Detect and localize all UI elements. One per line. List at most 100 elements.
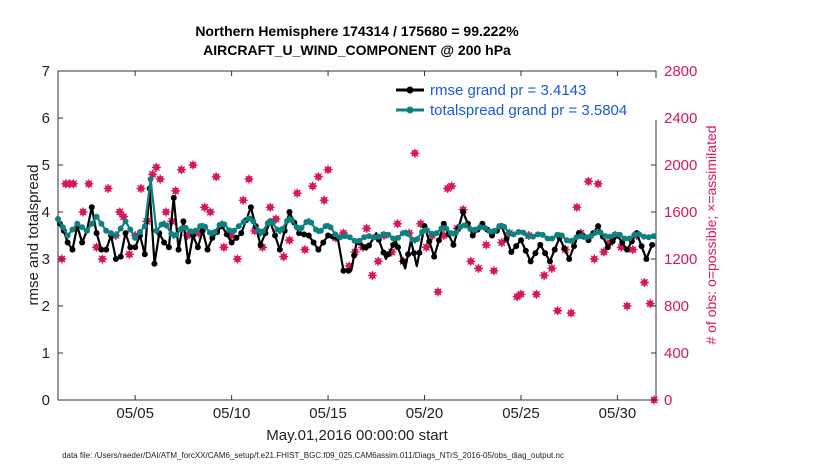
totalspread-point [448, 230, 455, 237]
rmse-point [98, 246, 105, 253]
y2-tick-label: 2400 [664, 110, 697, 127]
obs-marker [410, 148, 420, 158]
obs-marker [211, 172, 221, 182]
totalspread-point [443, 225, 450, 232]
totalspread-point [544, 235, 551, 242]
obs-marker [639, 278, 649, 287]
totalspread-point [308, 219, 315, 226]
rmse-point [194, 244, 201, 251]
totalspread-point [264, 220, 271, 227]
legend-spread-text: totalspread grand pr = 3.5804 [430, 102, 627, 119]
totalspread-point [284, 217, 291, 224]
rmse-point [93, 230, 100, 237]
y-tick-label: 2 [42, 298, 50, 315]
totalspread-point [351, 237, 358, 244]
rmse-point [609, 238, 616, 245]
totalspread-point [549, 235, 556, 242]
totalspread-point [621, 235, 628, 242]
totalspread-point [568, 237, 575, 244]
obs-marker [547, 263, 557, 273]
totalspread-point [216, 221, 223, 228]
series-layer [55, 176, 657, 274]
x-tick-label: 05/25 [502, 405, 540, 422]
rmse-point [361, 244, 368, 251]
totalspread-point [409, 236, 416, 243]
totalspread-point [98, 220, 105, 227]
totalspread-point [93, 213, 100, 220]
totalspread-point [136, 228, 143, 235]
y-axis-label: rmse and totalspread [25, 165, 42, 306]
obs-marker [589, 254, 599, 264]
obs-marker [188, 160, 198, 170]
y-tick-label: 5 [42, 157, 50, 174]
totalspread-point [298, 224, 305, 231]
rmse-point [394, 244, 401, 251]
rmse-point [624, 246, 631, 253]
obs-marker [308, 181, 318, 191]
rmse-point [161, 239, 168, 246]
rmse-point [503, 236, 510, 243]
obs-marker [124, 249, 134, 259]
rmse-point [310, 239, 317, 246]
rmse-point [450, 241, 457, 248]
obs-marker [566, 308, 576, 318]
y-tick-label: 1 [42, 345, 50, 362]
x-tick-label: 05/20 [406, 405, 444, 422]
totalspread-point [88, 220, 95, 227]
y2-tick-label: 1200 [664, 251, 697, 268]
rmse-point [132, 244, 139, 251]
y2-tick-label: 0 [664, 392, 672, 409]
obs-marker [68, 179, 78, 189]
totalspread-point [122, 218, 129, 225]
totalspread-point [578, 233, 585, 240]
rmse-point [527, 258, 534, 265]
totalspread-point [177, 226, 184, 233]
obs-marker [279, 252, 289, 262]
totalspread-point [211, 228, 218, 235]
obs-marker [300, 245, 310, 255]
totalspread-point [380, 231, 387, 238]
rmse-point [561, 245, 568, 252]
totalspread-point [515, 228, 522, 235]
totalspread-point [607, 233, 614, 240]
obs-marker [367, 270, 377, 280]
totalspread-point [390, 235, 397, 242]
rmse-point [233, 234, 240, 241]
totalspread-point [433, 230, 440, 237]
totalspread-point [108, 230, 115, 237]
totalspread-point [597, 229, 604, 236]
y-tick-label: 3 [42, 251, 50, 268]
obs-marker [616, 242, 626, 252]
rmse-point [175, 246, 182, 253]
totalspread-point [631, 231, 638, 238]
totalspread-point [573, 234, 580, 241]
rmse-point [320, 239, 327, 246]
obs-marker [474, 263, 484, 273]
totalspread-point [539, 231, 546, 238]
rmse-point [325, 232, 332, 239]
totalspread-point [221, 221, 228, 228]
obs-marker [466, 256, 476, 266]
legend-spread-marker [406, 106, 414, 114]
rmse-point [286, 209, 293, 215]
totalspread-series [55, 176, 657, 244]
rmse-point [204, 246, 211, 253]
obs-marker [78, 207, 88, 217]
obs-marker [292, 188, 302, 198]
data-file-footer: data file: /Users/raeder/DAI/ATM_forcXX/… [62, 451, 564, 460]
rmse-point [64, 239, 71, 246]
obs-marker [161, 207, 171, 217]
totalspread-point [255, 227, 262, 234]
rmse-point [508, 248, 515, 255]
rmse-point [551, 246, 558, 253]
obs-marker [232, 254, 242, 264]
obs-marker [481, 240, 491, 250]
totalspread-point [192, 227, 199, 234]
rmse-point [151, 260, 158, 267]
totalspread-point [626, 235, 633, 242]
rmse-point [351, 252, 358, 259]
totalspread-point [472, 226, 479, 233]
totalspread-point [534, 231, 541, 238]
totalspread-point [520, 229, 527, 236]
obs-marker [155, 174, 165, 184]
